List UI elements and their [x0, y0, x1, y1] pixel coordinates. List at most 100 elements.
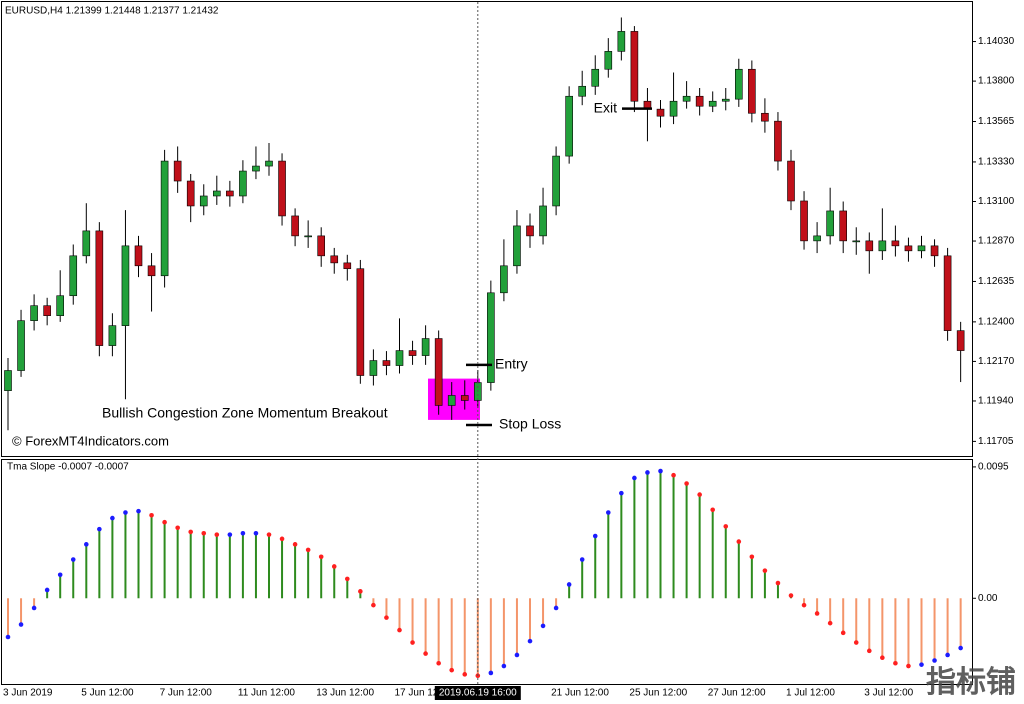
candle-body — [395, 350, 404, 366]
slope-dot — [736, 539, 742, 544]
y-tick-label: 1.14030 — [978, 36, 1015, 47]
x-tick-label: 3 Jul 12:00 — [864, 688, 913, 699]
slope-dot — [762, 568, 768, 573]
slope-dot — [397, 627, 402, 633]
candle-body — [369, 360, 378, 376]
y-tick-label: 0.0095 — [978, 462, 1009, 473]
slope-dot — [44, 587, 50, 593]
slope-dot — [919, 662, 924, 667]
x-tick-label: 11 Jun 12:00 — [238, 688, 296, 699]
candle-body — [17, 320, 25, 371]
y-tick-label: 1.13100 — [978, 196, 1015, 207]
slope-dot — [384, 615, 389, 620]
slope-dot — [579, 557, 585, 562]
annotation-label: Exit — [594, 99, 617, 115]
chart-title: EURUSD,H4 1.21399 1.21448 1.21377 1.2143… — [5, 6, 219, 17]
candle-body — [774, 120, 782, 162]
candle-body — [447, 395, 456, 406]
candle-body — [682, 95, 691, 102]
candle-body — [121, 245, 130, 326]
x-tick-label: 1 Jul 12:00 — [786, 688, 835, 699]
candle-body — [708, 100, 717, 107]
candle-body — [213, 190, 221, 197]
price-panel-frame — [1, 1, 973, 457]
slope-dot — [410, 640, 415, 645]
candle-body — [30, 305, 38, 321]
slope-dot — [436, 660, 441, 666]
y-tick-label: 1.11940 — [978, 396, 1014, 407]
candle-body — [186, 180, 195, 207]
slope-dot — [110, 515, 115, 521]
candle-body — [956, 330, 965, 351]
candle-body — [330, 255, 339, 264]
candle-body — [826, 210, 834, 237]
candle-body — [500, 265, 508, 294]
candle-body — [513, 225, 521, 267]
indicator-panel-frame — [1, 459, 973, 685]
candle-body — [265, 160, 273, 167]
slope-dot — [371, 602, 376, 608]
slope-dot — [123, 510, 128, 515]
candle-body — [865, 240, 874, 252]
annotation-label: Entry — [495, 356, 528, 372]
slope-dot — [253, 530, 259, 536]
candle-body — [434, 338, 443, 406]
y-tick-label: 1.12870 — [978, 236, 1015, 247]
candle-body — [382, 360, 391, 366]
slope-dot — [958, 645, 963, 651]
candle-body — [943, 255, 952, 331]
candle-body — [526, 225, 534, 237]
slope-dot — [462, 672, 468, 677]
slope-dot — [214, 532, 220, 537]
candle-body — [761, 112, 769, 122]
candle-body — [591, 68, 600, 87]
slope-dot — [149, 513, 154, 518]
slope-dot — [136, 508, 141, 514]
slope-dot — [279, 536, 285, 542]
candle-body — [539, 205, 547, 237]
slope-dot — [697, 492, 702, 497]
candle-body — [108, 325, 117, 346]
candle-body — [134, 245, 143, 267]
slope-dot — [31, 605, 37, 611]
slope-dot — [906, 663, 911, 669]
slope-dot — [945, 652, 950, 658]
slope-dot — [345, 576, 350, 582]
slope-dot — [318, 554, 324, 560]
candle-body — [891, 240, 900, 247]
candle-body — [930, 245, 939, 257]
candle-body — [669, 100, 678, 117]
slope-dot — [788, 593, 794, 598]
slope-dot — [57, 572, 63, 578]
candle-body — [199, 195, 208, 207]
slope-dot — [853, 640, 859, 645]
slope-dot — [566, 582, 572, 587]
candle-body — [421, 338, 430, 356]
slope-dot — [240, 530, 246, 536]
zone-label: Bullish Congestion Zone Momentum Breakou… — [102, 405, 388, 421]
slope-dot — [645, 470, 650, 475]
slope-dot — [201, 530, 207, 536]
corner-mark: 指标铺 — [926, 666, 1016, 699]
candle-body — [813, 235, 821, 242]
y-tick-label: 1.13565 — [978, 116, 1015, 127]
slope-dot — [84, 542, 89, 547]
indicator-title: Tma Slope -0.0007 -0.0007 — [7, 462, 129, 473]
candle-body — [800, 200, 808, 242]
slope-dot — [814, 611, 820, 616]
y-tick-label: 1.12170 — [978, 356, 1015, 367]
y-tick-label: 1.12635 — [978, 276, 1015, 287]
slope-dot — [893, 660, 898, 666]
slope-dot — [18, 622, 24, 627]
x-tick-label: 25 Jun 12:00 — [629, 688, 687, 699]
crosshair-date: 2019.06.19 16:00 — [439, 688, 517, 699]
slope-dot — [592, 533, 598, 539]
slope-dot — [840, 630, 846, 636]
y-tick-label: 1.12400 — [978, 317, 1015, 328]
slope-dot — [501, 663, 507, 669]
candle-body — [787, 160, 795, 202]
slope-dot — [449, 667, 455, 673]
slope-dot — [671, 472, 676, 478]
